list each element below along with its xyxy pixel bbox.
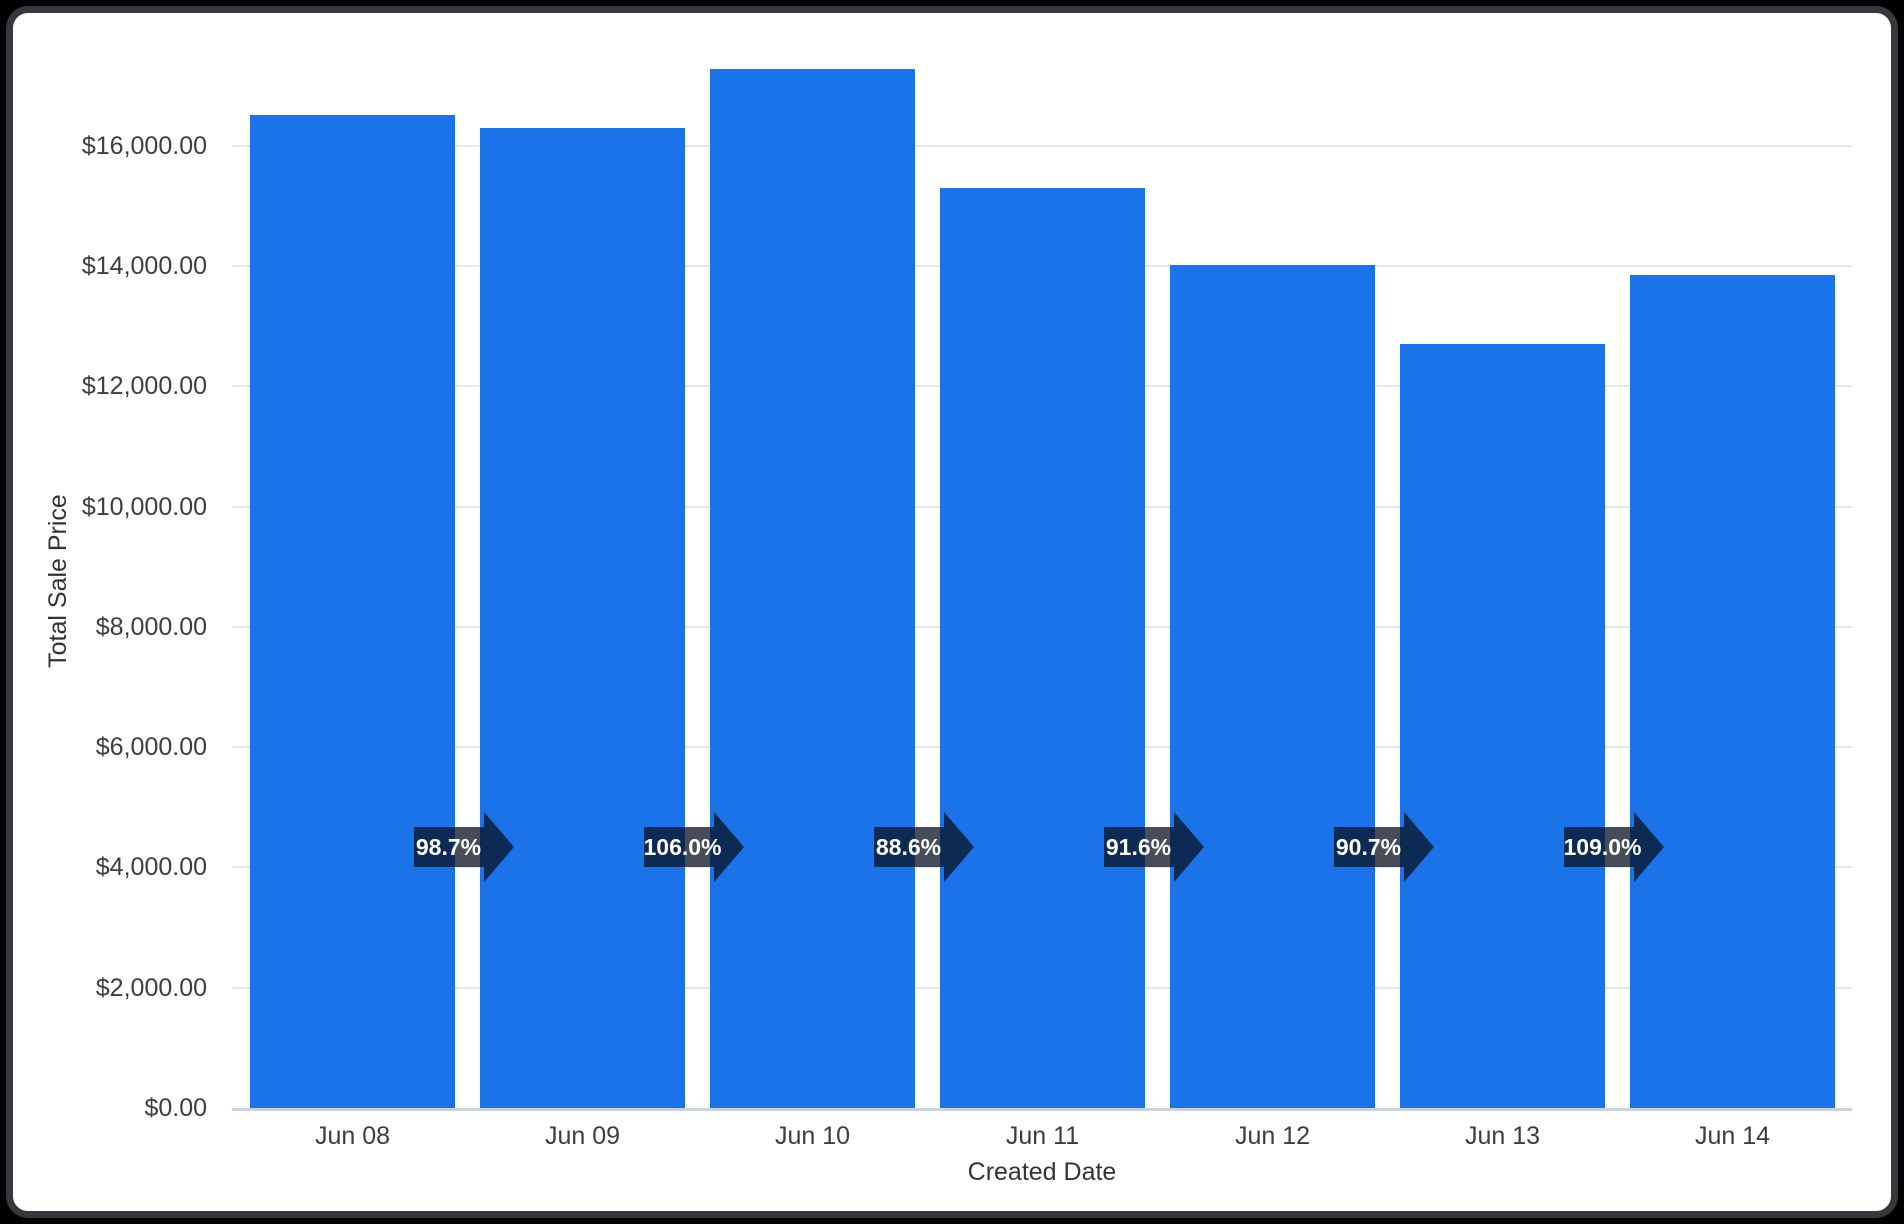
x-tick-label: Jun 13	[1464, 1122, 1541, 1150]
bar-jun-10[interactable]	[710, 69, 915, 1108]
growth-arrow: 109.0%	[1563, 812, 1664, 882]
x-tick-label: Jun 14	[1694, 1122, 1771, 1150]
right-arrow-icon	[873, 812, 974, 882]
bar-jun-14[interactable]	[1630, 274, 1835, 1108]
x-tick-label: Jun 09	[544, 1122, 621, 1150]
y-tick-label: $8,000.00	[95, 612, 207, 641]
x-axis-title: Created Date	[967, 1158, 1117, 1186]
x-tick-label: Jun 12	[1234, 1122, 1311, 1150]
y-tick-label: $16,000.00	[81, 131, 207, 160]
y-tick-label: $2,000.00	[95, 973, 207, 1002]
growth-arrow: 106.0%	[643, 812, 744, 882]
y-axis-title: Total Sale Price	[44, 494, 72, 668]
right-arrow-icon	[1103, 812, 1204, 882]
right-arrow-icon	[413, 812, 514, 882]
gridline	[232, 144, 1852, 147]
growth-arrow: 90.7%	[1333, 812, 1434, 882]
growth-arrow: 91.6%	[1103, 812, 1204, 882]
growth-arrow-label: 109.0%	[1563, 834, 1642, 860]
growth-arrow-label: 90.7%	[1335, 834, 1402, 860]
growth-arrow-label: 88.6%	[875, 834, 942, 860]
x-axis-baseline	[232, 1108, 1852, 1111]
growth-arrow-label: 98.7%	[415, 834, 482, 860]
bar-jun-11[interactable]	[940, 187, 1145, 1108]
x-tick-label: Jun 10	[774, 1122, 851, 1150]
y-tick-label: $0.00	[144, 1094, 207, 1122]
bar-jun-12[interactable]	[1170, 265, 1375, 1108]
growth-arrow: 88.6%	[873, 812, 974, 882]
growth-arrow-label: 91.6%	[1105, 834, 1172, 860]
right-arrow-icon	[1333, 812, 1434, 882]
growth-arrow-label: 106.0%	[643, 834, 722, 860]
bar-jun-08[interactable]	[250, 115, 455, 1108]
y-tick-label: $6,000.00	[95, 733, 207, 762]
growth-arrow: 98.7%	[413, 812, 514, 882]
right-arrow-icon	[643, 812, 744, 882]
x-tick-label: Jun 08	[314, 1122, 391, 1150]
y-tick-label: $10,000.00	[81, 492, 207, 521]
right-arrow-icon	[1563, 812, 1664, 882]
y-tick-label: $14,000.00	[81, 251, 207, 280]
bar-jun-09[interactable]	[480, 128, 685, 1108]
x-tick-label: Jun 11	[1005, 1122, 1080, 1150]
y-tick-label: $12,000.00	[81, 372, 207, 401]
bar-jun-13[interactable]	[1400, 343, 1605, 1108]
y-tick-label: $4,000.00	[95, 853, 207, 882]
